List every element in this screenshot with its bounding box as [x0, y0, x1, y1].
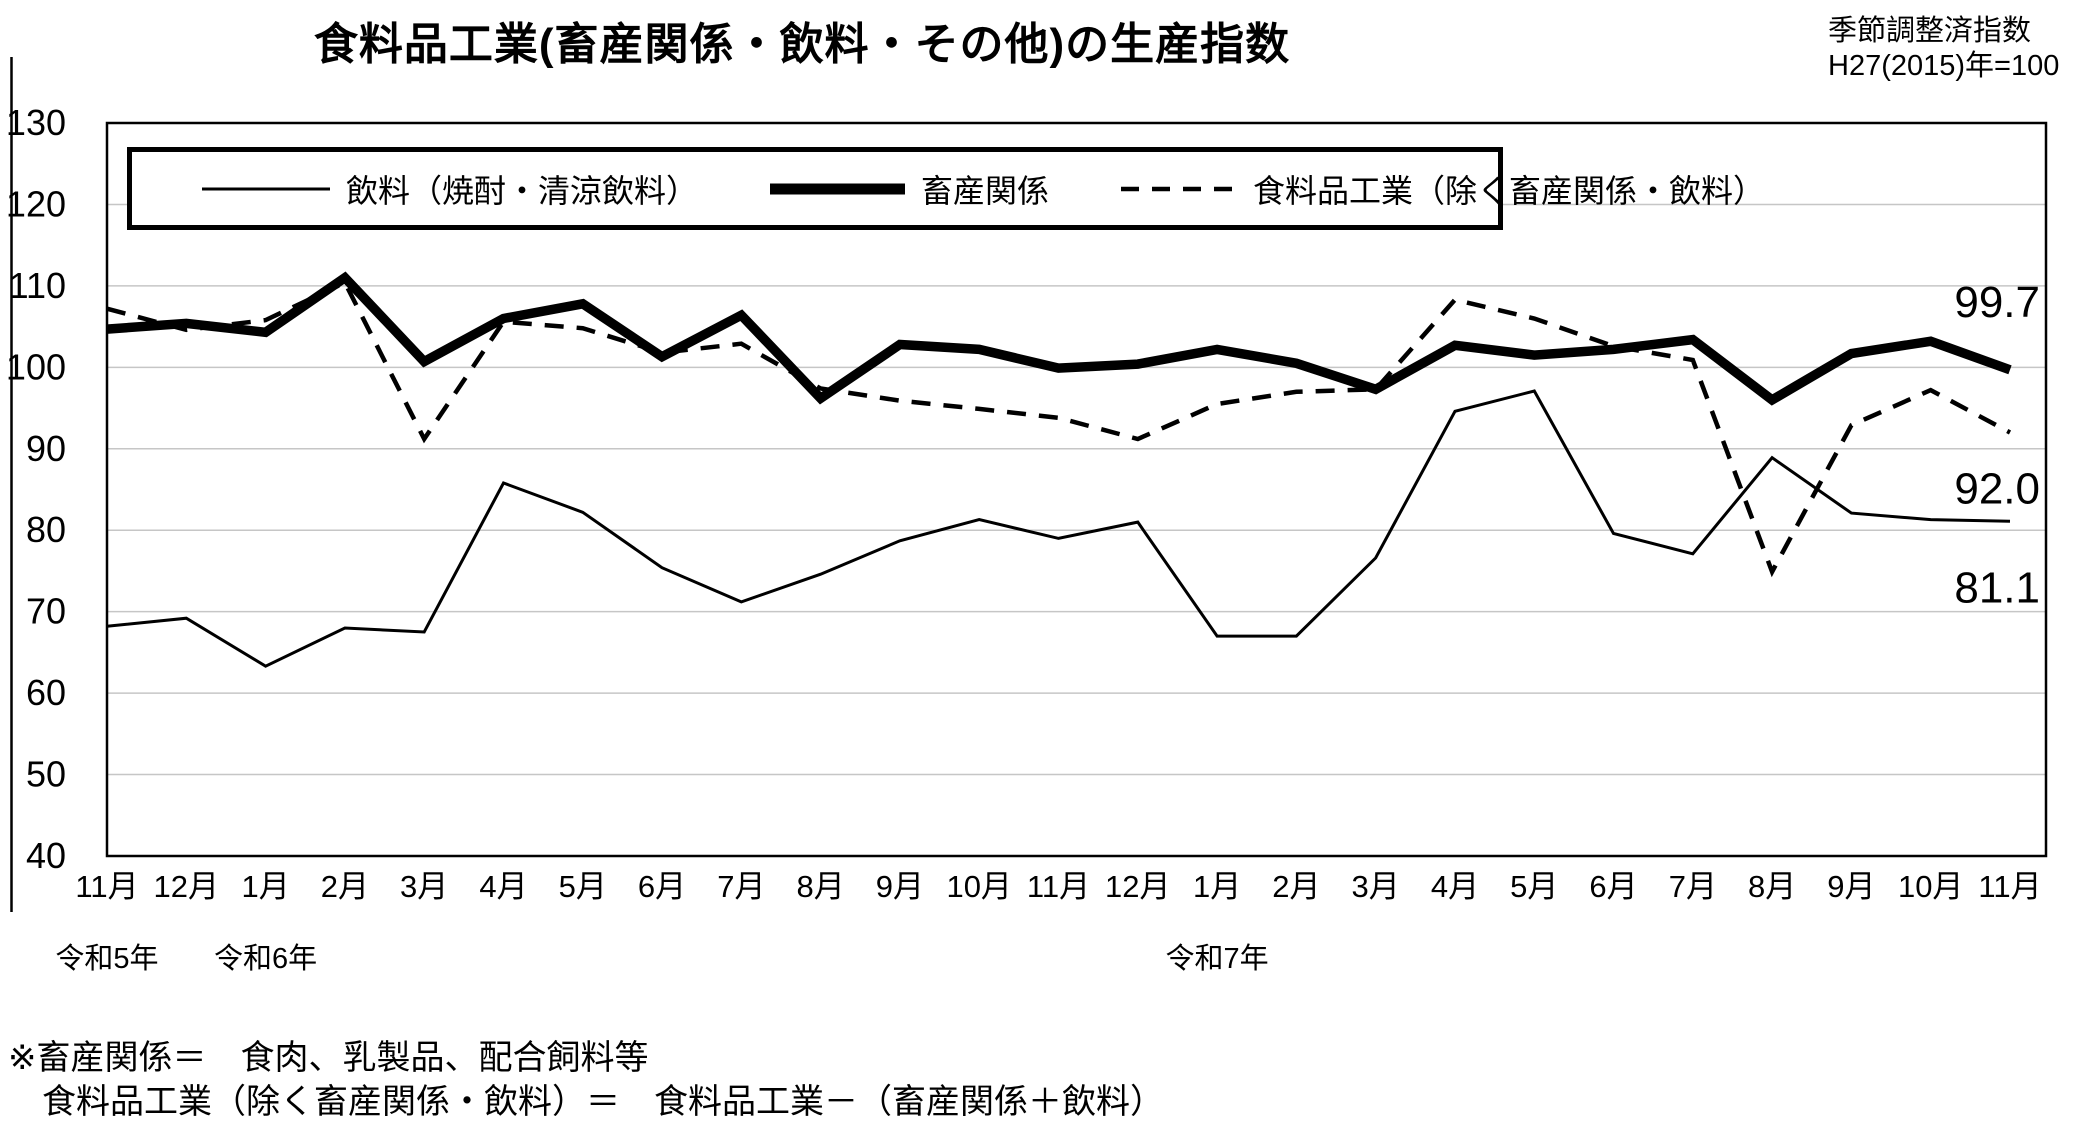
x-tick-label-17: 4月 [1431, 869, 1479, 904]
end-value-label-dashed: 92.0 [1954, 464, 2040, 513]
chart-title: 食料品工業(畜産関係・飲料・その他)の生産指数 [313, 20, 1291, 69]
series-line-thin [106, 389, 2011, 668]
era-label-令和6年: 令和6年 [214, 942, 317, 975]
series-line-thick [106, 271, 2012, 406]
x-tick-label-18: 5月 [1510, 869, 1558, 904]
plot-frame [105, 121, 2048, 858]
legend-entry-livestock: 畜産関係 [768, 166, 1049, 212]
x-tick-label-23: 10月 [1898, 869, 1963, 904]
legend-thin-line-sample [202, 187, 330, 190]
y-tick-label-80: 80 [26, 509, 66, 550]
x-tick-label-10: 9月 [876, 869, 924, 904]
era-label-令和7年: 令和7年 [1166, 942, 1269, 975]
end-value-label-thick: 99.7 [1954, 278, 2040, 327]
x-tick-label-6: 5月 [559, 869, 607, 904]
legend-label-livestock: 畜産関係 [921, 172, 1050, 209]
subtitle-base-year: H27(2015)年=100 [1828, 50, 2060, 82]
end-value-label-thin: 81.1 [1954, 563, 2040, 612]
footnote-livestock-definition: ※畜産関係＝ 食肉、乳製品、配合飼料等 [8, 1039, 649, 1077]
chart-subtitle: 季節調整済指数 H27(2015)年=100 [1828, 14, 2059, 84]
x-tick-label-0: 11月 [75, 869, 138, 904]
x-tick-label-22: 9月 [1827, 869, 1875, 904]
x-tick-label-8: 7月 [717, 869, 765, 904]
subtitle-index-type: 季節調整済指数 [1828, 15, 2032, 47]
x-tick-label-4: 3月 [400, 869, 448, 904]
legend-label-beverage: 飲料（焼酎・清涼飲料） [346, 172, 699, 209]
x-tick-label-12: 11月 [1027, 869, 1090, 904]
series-line-dashed [106, 279, 2012, 578]
x-tick-label-5: 4月 [479, 869, 527, 904]
x-tick-label-9: 8月 [797, 869, 845, 904]
legend-label-food-excl: 食料品工業（除く畜産関係・飲料） [1253, 172, 1766, 209]
y-tick-label-90: 90 [26, 428, 66, 469]
x-tick-label-11: 10月 [946, 869, 1011, 904]
y-tick-label-40: 40 [26, 835, 66, 876]
y-tick-label-110: 110 [9, 265, 66, 306]
era-label-令和5年: 令和5年 [55, 942, 158, 975]
x-tick-label-1: 12月 [154, 869, 219, 904]
legend-dashed-line-sample [1121, 186, 1238, 191]
y-tick-label-60: 60 [26, 672, 66, 713]
y-tick-label-70: 70 [26, 591, 66, 632]
x-tick-label-7: 6月 [638, 869, 686, 904]
y-tick-label-100: 100 [6, 346, 66, 387]
chart-legend: 飲料（焼酎・清涼飲料） 畜産関係 食料品工業（除く畜産関係・飲料） [127, 147, 1765, 230]
x-tick-label-24: 11月 [1978, 869, 2041, 904]
x-tick-label-21: 8月 [1748, 869, 1796, 904]
x-tick-label-20: 7月 [1669, 869, 1717, 904]
footnote-food-excl-definition: 食料品工業（除く畜産関係・飲料）＝ 食料品工業－（畜産関係＋飲料） [42, 1083, 1164, 1121]
x-tick-label-16: 3月 [1352, 869, 1400, 904]
x-tick-label-13: 12月 [1105, 869, 1170, 904]
legend-entry-food-excl: 食料品工業（除く畜産関係・飲料） [1119, 166, 1765, 212]
x-tick-label-19: 6月 [1589, 869, 1637, 904]
x-tick-label-14: 1月 [1193, 869, 1241, 904]
legend-entry-beverage: 飲料（焼酎・清涼飲料） [200, 166, 698, 212]
y-tick-label-120: 120 [6, 183, 66, 224]
x-tick-label-2: 1月 [241, 869, 289, 904]
x-tick-label-3: 2月 [321, 869, 369, 904]
y-tick-label-50: 50 [26, 754, 66, 795]
legend-thick-line-sample [770, 183, 906, 194]
y-tick-label-130: 130 [6, 102, 66, 143]
x-tick-label-15: 2月 [1272, 869, 1320, 904]
chart-footnotes: ※畜産関係＝ 食肉、乳製品、配合飼料等 食料品工業（除く畜産関係・飲料）＝ 食料… [8, 1036, 1164, 1124]
